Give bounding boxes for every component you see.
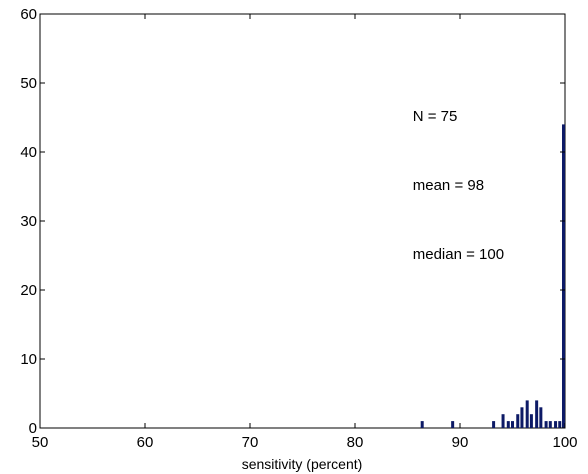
x-axis: 50 60 70 80 90 100: [32, 14, 578, 451]
x-tick-label: 80: [347, 434, 364, 451]
histogram-bar: [501, 414, 505, 428]
y-tick-label: 60: [20, 6, 37, 23]
bars-group: [420, 124, 565, 429]
y-tick-label: 20: [20, 282, 37, 299]
histogram-bar: [516, 414, 520, 428]
histogram-bar: [525, 400, 529, 428]
annotations-group: N = 75 mean = 98 median = 100: [413, 108, 504, 263]
y-axis: 0 10 20 30 40 50 60: [20, 6, 565, 437]
median-annotation: median = 100: [413, 246, 504, 263]
histogram-bar: [492, 421, 496, 428]
histogram-bar: [520, 407, 524, 428]
histogram-bar: [539, 407, 543, 428]
x-tick-label: 90: [452, 434, 469, 451]
x-tick-label: 60: [137, 434, 154, 451]
histogram-bar: [562, 124, 565, 429]
x-axis-label: sensitivity (percent): [242, 456, 363, 472]
histogram-bar: [548, 421, 552, 428]
histogram-bar: [529, 414, 533, 428]
histogram-bar: [535, 400, 539, 428]
x-tick-label: 100: [552, 434, 577, 451]
histogram-bar: [506, 421, 510, 428]
y-tick-label: 0: [29, 420, 37, 437]
histogram-bar: [451, 421, 455, 428]
n-annotation: N = 75: [413, 108, 458, 125]
histogram-bar: [420, 421, 424, 428]
y-tick-label: 40: [20, 144, 37, 161]
histogram-bar: [544, 421, 548, 428]
y-tick-label: 10: [20, 351, 37, 368]
plot-area: [39, 13, 566, 429]
histogram-bar: [554, 421, 558, 428]
x-tick-label: 70: [242, 434, 259, 451]
y-tick-label: 30: [20, 213, 37, 230]
mean-annotation: mean = 98: [413, 177, 484, 194]
histogram-bar: [558, 421, 562, 428]
y-tick-label: 50: [20, 75, 37, 92]
histogram-bar: [511, 421, 514, 428]
x-tick-label: 50: [32, 434, 49, 451]
